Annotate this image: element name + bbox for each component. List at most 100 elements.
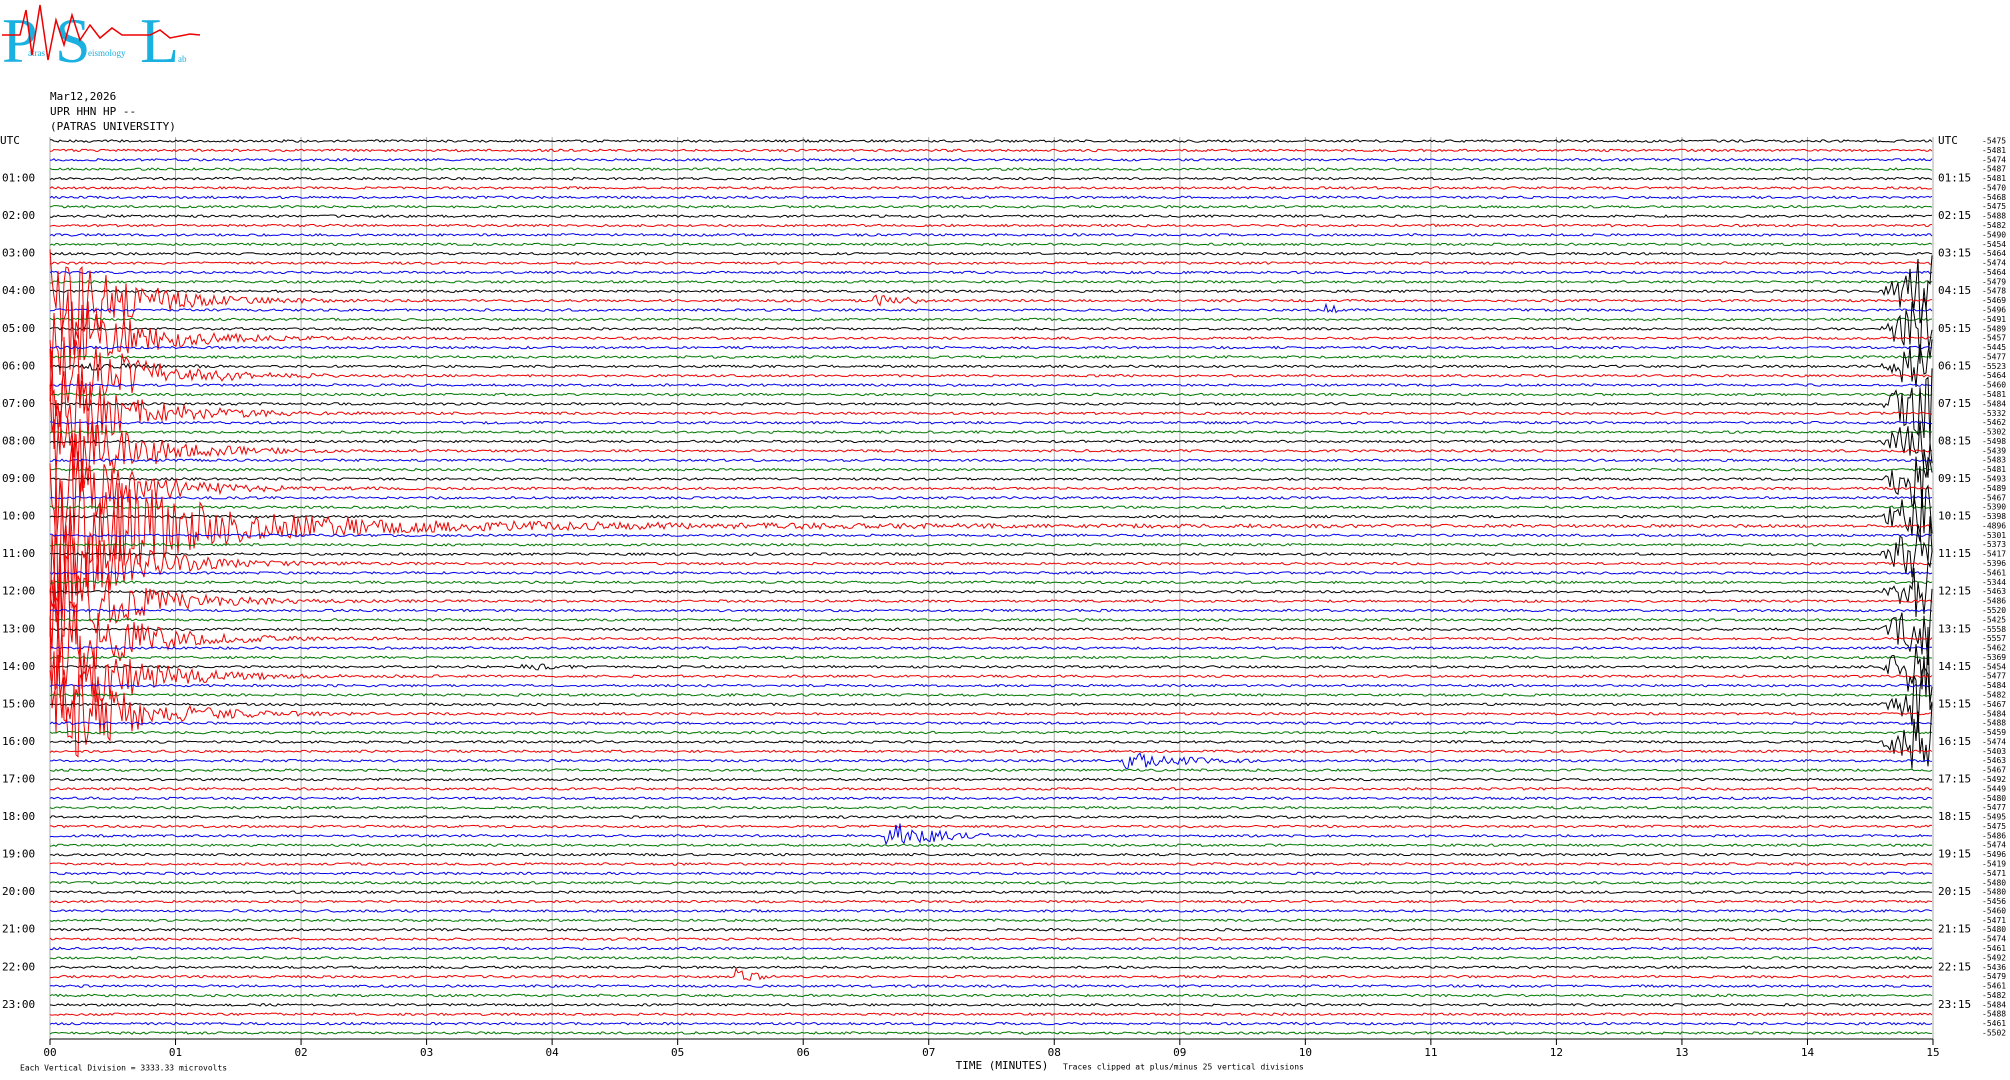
trace — [50, 368, 1933, 443]
trace — [49, 242, 1933, 247]
trace — [49, 176, 1933, 181]
right-time-label: 20:15 — [1938, 885, 1971, 898]
trace — [49, 823, 1933, 846]
right-time-label: UTC — [1938, 134, 1958, 147]
offset-label: -5482 — [1982, 991, 2006, 1000]
trace — [49, 580, 1933, 585]
offset-label: -5467 — [1982, 700, 2006, 709]
trace — [50, 345, 1933, 350]
trace — [49, 261, 1933, 265]
trace — [49, 214, 1933, 219]
offset-label: -5484 — [1982, 399, 2006, 408]
trace — [49, 805, 1933, 810]
trace — [49, 787, 1933, 791]
trace — [49, 392, 1933, 397]
offset-label: -5557 — [1982, 634, 2006, 643]
offset-label: -5403 — [1982, 747, 2006, 756]
trace — [49, 255, 1933, 324]
x-tick-label: 05 — [671, 1046, 684, 1059]
offset-label: -5477 — [1982, 352, 2006, 361]
left-time-label: 13:00 — [2, 622, 35, 635]
offset-label: -5488 — [1982, 212, 2006, 221]
trace — [49, 249, 1933, 346]
offset-label: -5495 — [1982, 813, 2006, 822]
left-time-label: 22:00 — [2, 960, 35, 973]
trace — [49, 195, 1933, 200]
x-tick-label: 14 — [1801, 1046, 1815, 1059]
x-tick-label: 09 — [1173, 1046, 1186, 1059]
offset-label: -5484 — [1982, 681, 2006, 690]
left-time-label: 20:00 — [2, 885, 35, 898]
right-time-label: 17:15 — [1938, 772, 1971, 785]
offset-label: -5484 — [1982, 709, 2006, 718]
trace — [49, 862, 1933, 866]
offset-label: -5477 — [1982, 672, 2006, 681]
trace — [49, 430, 1933, 434]
offset-label: -5436 — [1982, 963, 2006, 972]
offset-label: -5456 — [1982, 897, 2006, 906]
offset-label: -5489 — [1982, 324, 2006, 333]
offset-label: -5439 — [1982, 446, 2006, 455]
trace — [49, 730, 1933, 735]
offset-label: -5498 — [1982, 437, 2006, 446]
offset-label: -5471 — [1982, 916, 2006, 925]
offset-label: -5483 — [1982, 456, 2006, 465]
x-tick-label: 07 — [922, 1046, 935, 1059]
offset-label: -5481 — [1982, 465, 2006, 474]
trace — [49, 420, 1933, 478]
left-time-label: 18:00 — [2, 810, 35, 823]
trace — [49, 626, 1933, 711]
trace — [49, 297, 1933, 364]
x-tick-label: 00 — [43, 1046, 56, 1059]
right-time-label: 15:15 — [1938, 697, 1971, 710]
trace — [49, 186, 1933, 190]
offset-label: -5496 — [1982, 306, 2006, 315]
right-time-label: 14:15 — [1938, 660, 1971, 673]
left-time-label: 21:00 — [2, 923, 35, 936]
left-time-label: 04:00 — [2, 284, 35, 297]
offset-label: -5469 — [1982, 296, 2006, 305]
trace — [49, 824, 1933, 829]
offset-label: -5419 — [1982, 859, 2006, 868]
trace — [49, 442, 1933, 546]
trace — [49, 317, 1933, 322]
offset-label: -5398 — [1982, 512, 2006, 521]
trace — [49, 442, 1933, 509]
station: UPR HHN HP -- — [50, 105, 136, 118]
trace — [49, 484, 1933, 542]
offset-label: -5461 — [1982, 944, 2006, 953]
offset-label: -5475 — [1982, 202, 2006, 211]
x-tick-label: 06 — [797, 1046, 810, 1059]
offset-label: -5480 — [1982, 925, 2006, 934]
offset-label: -5493 — [1982, 475, 2006, 484]
offset-label: -5302 — [1982, 428, 2006, 437]
right-time-label: 05:15 — [1938, 322, 1971, 335]
trace — [49, 570, 1933, 575]
offset-label: -5369 — [1982, 653, 2006, 662]
trace — [49, 270, 1933, 275]
trace — [49, 749, 1933, 754]
trace — [49, 721, 1933, 726]
offset-label: -5468 — [1982, 193, 2006, 202]
trace — [49, 683, 1933, 688]
offset-label: -5463 — [1982, 756, 2006, 765]
offset-label: -5502 — [1982, 1029, 2006, 1038]
trace — [49, 467, 1933, 472]
offset-label: -5523 — [1982, 362, 2006, 371]
offset-label: -5475 — [1982, 137, 2006, 146]
trace — [49, 946, 1933, 951]
left-time-label: 02:00 — [2, 209, 35, 222]
trace — [49, 251, 1933, 256]
trace — [49, 937, 1933, 942]
left-time-label: 12:00 — [2, 585, 35, 598]
right-time-label: 02:15 — [1938, 209, 1971, 222]
offset-label: -5474 — [1982, 935, 2006, 944]
right-time-label: 07:15 — [1938, 397, 1971, 410]
x-tick-label: 01 — [169, 1046, 182, 1059]
right-time-label: 21:15 — [1938, 923, 1971, 936]
offset-label: -5489 — [1982, 484, 2006, 493]
left-time-label: 14:00 — [2, 660, 35, 673]
traces — [49, 139, 1933, 1035]
offset-label: -5487 — [1982, 165, 2006, 174]
trace — [49, 542, 1933, 547]
